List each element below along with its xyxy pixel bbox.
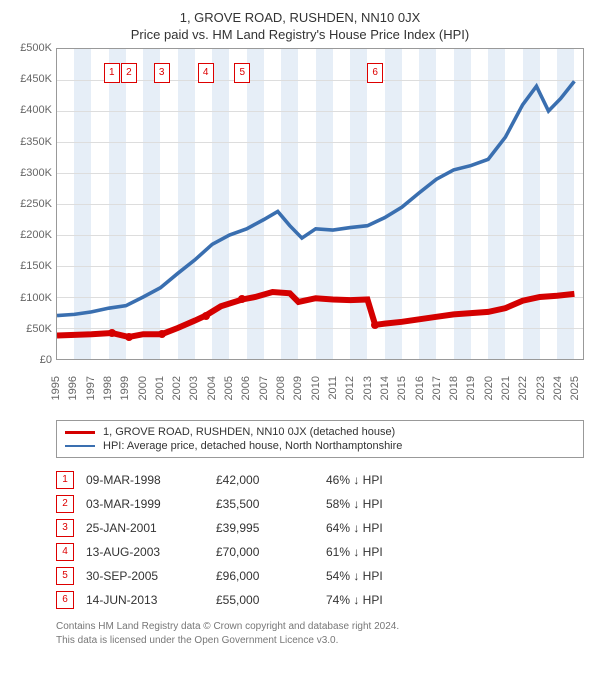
x-axis-label: 2011 (327, 376, 339, 400)
y-axis-label: £350K (10, 136, 52, 148)
transaction-row: 6 14-JUN-2013£55,00074% ↓ HPI (56, 588, 584, 612)
x-axis-label: 2008 (275, 376, 287, 400)
transaction-row: 1 09-MAR-1998£42,00046% ↓ HPI (56, 468, 584, 492)
transaction-diff: 64% ↓ HPI (326, 521, 446, 535)
footer-line2: This data is licensed under the Open Gov… (56, 634, 584, 648)
y-axis-label: £250K (10, 198, 52, 210)
x-axis-label: 2009 (292, 376, 304, 400)
transaction-number: 3 (56, 519, 74, 537)
x-axis-label: 2001 (154, 376, 166, 400)
x-axis-label: 1999 (119, 376, 131, 400)
x-axis-label: 2013 (362, 376, 374, 400)
transaction-row: 4 13-AUG-2003£70,00061% ↓ HPI (56, 540, 584, 564)
chart-data-point (371, 321, 379, 329)
x-axis-label: 1997 (85, 376, 97, 400)
transactions-table: 1 09-MAR-1998£42,00046% ↓ HPI 2 03-MAR-1999… (56, 468, 584, 612)
x-axis-label: 2018 (448, 376, 460, 400)
x-axis-label: 2016 (414, 376, 426, 400)
transaction-number: 6 (56, 591, 74, 609)
price-chart: £0 £50K £100K £150K £200K £250K £300K £350K £400… (10, 48, 590, 388)
transaction-row: 3 25-JAN-2001£39,99564% ↓ HPI (56, 516, 584, 540)
x-axis-label: 2019 (465, 376, 477, 400)
legend-swatch-property (65, 431, 95, 434)
x-axis-label: 2025 (569, 376, 581, 400)
y-axis-label: £50K (10, 323, 52, 335)
transaction-price: £96,000 (216, 569, 326, 583)
transaction-price: £35,500 (216, 497, 326, 511)
chart-marker: 4 (198, 63, 214, 83)
y-axis-label: £100K (10, 292, 52, 304)
transaction-diff: 46% ↓ HPI (326, 473, 446, 487)
transaction-price: £70,000 (216, 545, 326, 559)
y-axis-label: £200K (10, 229, 52, 241)
transaction-date: 09-MAR-1998 (86, 473, 216, 487)
transaction-date: 03-MAR-1999 (86, 497, 216, 511)
x-axis-label: 2010 (310, 376, 322, 400)
y-axis-label: £300K (10, 167, 52, 179)
transaction-number: 4 (56, 543, 74, 561)
x-axis-label: 1998 (102, 376, 114, 400)
footer: Contains HM Land Registry data © Crown c… (56, 620, 584, 648)
chart-data-point (125, 333, 133, 341)
y-axis-label: £150K (10, 260, 52, 272)
transaction-price: £55,000 (216, 593, 326, 607)
x-axis-label: 2022 (517, 376, 529, 400)
transaction-date: 14-JUN-2013 (86, 593, 216, 607)
transaction-price: £39,995 (216, 521, 326, 535)
x-axis-label: 2004 (206, 376, 218, 400)
chart-marker: 3 (154, 63, 170, 83)
transaction-number: 5 (56, 567, 74, 585)
y-axis-label: £0 (10, 354, 52, 366)
x-axis-label: 2006 (240, 376, 252, 400)
chart-marker: 6 (367, 63, 383, 83)
x-axis-label: 2002 (171, 376, 183, 400)
transaction-date: 30-SEP-2005 (86, 569, 216, 583)
chart-marker: 2 (121, 63, 137, 83)
transaction-date: 13-AUG-2003 (86, 545, 216, 559)
chart-data-point (158, 330, 166, 338)
transaction-diff: 61% ↓ HPI (326, 545, 446, 559)
x-axis-label: 2015 (396, 376, 408, 400)
chart-subtitle: Price paid vs. HM Land Registry's House … (10, 27, 590, 42)
transaction-diff: 54% ↓ HPI (326, 569, 446, 583)
transaction-number: 1 (56, 471, 74, 489)
legend-label-hpi: HPI: Average price, detached house, Nort… (103, 440, 402, 452)
x-axis-label: 2003 (188, 376, 200, 400)
x-axis-label: 2007 (258, 376, 270, 400)
chart-data-point (238, 295, 246, 303)
transaction-number: 2 (56, 495, 74, 513)
transaction-diff: 58% ↓ HPI (326, 497, 446, 511)
transaction-row: 2 03-MAR-1999£35,50058% ↓ HPI (56, 492, 584, 516)
x-axis-label: 2014 (379, 376, 391, 400)
y-axis-label: £400K (10, 104, 52, 116)
x-axis-label: 2017 (431, 376, 443, 400)
x-axis-label: 2000 (137, 376, 149, 400)
x-axis-label: 2023 (535, 376, 547, 400)
x-axis-label: 2021 (500, 376, 512, 400)
x-axis-label: 2020 (483, 376, 495, 400)
x-axis-label: 2024 (552, 376, 564, 400)
chart-data-point (108, 329, 116, 337)
x-axis-label: 1995 (50, 376, 62, 400)
y-axis-label: £450K (10, 73, 52, 85)
transaction-date: 25-JAN-2001 (86, 521, 216, 535)
chart-data-point (202, 312, 210, 320)
x-axis-label: 1996 (67, 376, 79, 400)
legend-label-property: 1, GROVE ROAD, RUSHDEN, NN10 0JX (detach… (103, 426, 395, 438)
footer-line1: Contains HM Land Registry data © Crown c… (56, 620, 584, 634)
chart-marker: 5 (234, 63, 250, 83)
legend: 1, GROVE ROAD, RUSHDEN, NN10 0JX (detach… (56, 420, 584, 458)
y-axis-label: £500K (10, 42, 52, 54)
transaction-diff: 74% ↓ HPI (326, 593, 446, 607)
transaction-price: £42,000 (216, 473, 326, 487)
chart-marker: 1 (104, 63, 120, 83)
x-axis-label: 2012 (344, 376, 356, 400)
transaction-row: 5 30-SEP-2005£96,00054% ↓ HPI (56, 564, 584, 588)
legend-swatch-hpi (65, 445, 95, 447)
x-axis-label: 2005 (223, 376, 235, 400)
chart-title: 1, GROVE ROAD, RUSHDEN, NN10 0JX (10, 10, 590, 25)
